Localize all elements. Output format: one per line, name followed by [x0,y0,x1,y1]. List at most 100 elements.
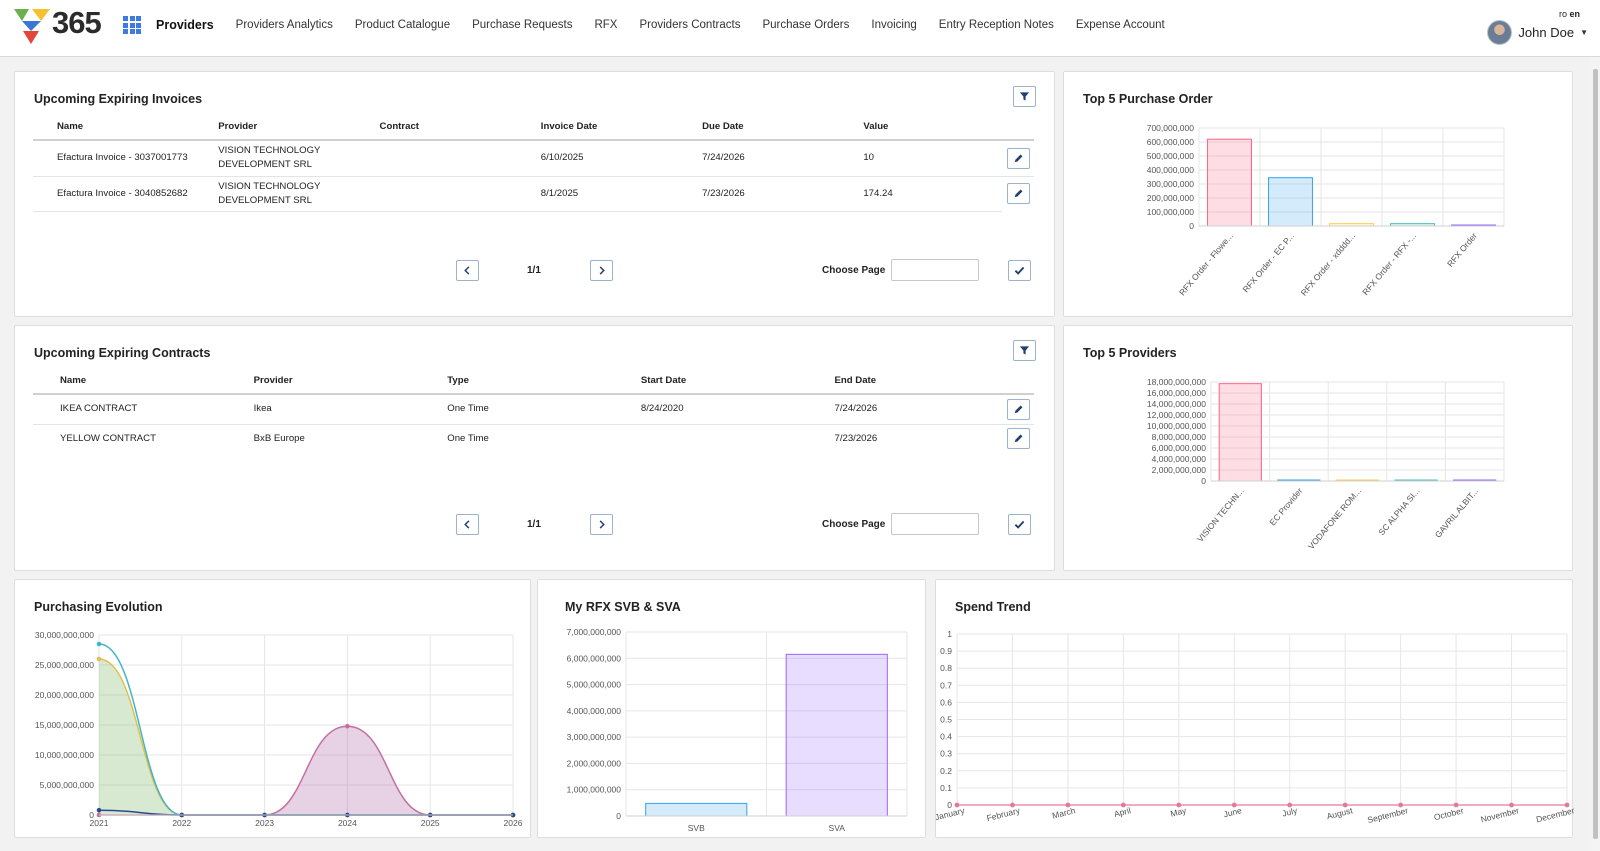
col-name[interactable]: Name [33,372,227,395]
page-number-input[interactable] [891,513,979,535]
user-name[interactable]: John Doe [1518,25,1575,40]
prev-page-button[interactable] [456,514,479,535]
logo-mark-icon [14,9,50,44]
nav-entry-reception-notes[interactable]: Entry Reception Notes [938,19,1054,31]
x-tick-label: EC Provider [1267,486,1304,528]
nav-purchase-requests[interactable]: Purchase Requests [472,19,573,31]
y-tick-label: 0 [1201,476,1206,486]
col-end-date[interactable]: End Date [807,372,1002,395]
nav-purchase-orders[interactable]: Purchase Orders [762,19,850,31]
next-page-button[interactable] [590,514,613,535]
cell-start-date: 8/24/2020 [613,394,808,425]
chevron-down-icon[interactable]: ▼ [1580,28,1588,37]
cell-type: One Time [447,432,489,444]
col-value[interactable]: Value [839,118,1002,141]
chevron-right-icon [599,520,605,529]
table-row[interactable]: YELLOW CONTRACT BxB Europe One Time 7/23… [33,424,1034,453]
cell-name: IKEA CONTRACT [33,394,227,425]
x-tick-label: GAVRIL ALBIT... [1433,486,1480,540]
go-page-button[interactable] [1008,514,1031,535]
cell-provider: VISION TECHNOLOGY DEVELOPMENT SRL [194,176,356,212]
page-number-input[interactable] [891,259,979,281]
invoices-table: Name Provider Contract Invoice Date Due … [33,118,1034,212]
table-header-row: Name Provider Contract Invoice Date Due … [33,118,1034,141]
y-tick-label: 18,000,000,000 [1147,377,1206,387]
y-tick-label: 700,000,000 [1147,123,1195,133]
y-tick-label: 2,000,000,000 [1152,465,1207,475]
x-tick-label: VODAFONE ROM... [1306,486,1363,551]
x-tick-label: June [1222,805,1243,819]
x-tick-label: July [1281,805,1299,819]
table-row[interactable]: Efactura Invoice - 3037001773 VISION TEC… [33,140,1034,177]
col-type[interactable]: Type [420,372,614,395]
lang-ro[interactable]: ro [1558,9,1567,19]
col-provider[interactable]: Provider [226,372,421,395]
nav-providers-analytics[interactable]: Providers Analytics [235,19,333,31]
filter-button[interactable] [1013,86,1036,107]
page-indicator: 1/1 [527,265,541,276]
x-tick-label: December [1535,805,1574,824]
cell-start-date [614,424,808,453]
col-start-date[interactable]: Start Date [613,372,808,395]
chart-title: Top 5 Purchase Order [1083,92,1213,106]
y-tick-label: 30,000,000,000 [35,630,94,640]
y-tick-label: 7,000,000,000 [567,627,622,637]
pencil-icon [1014,189,1023,198]
app-logo[interactable]: 365 [12,5,114,45]
avatar[interactable] [1487,20,1513,45]
table-row[interactable]: Efactura Invoice - 3040852682 VISION TEC… [33,176,1034,212]
prev-page-button[interactable] [456,260,479,281]
cell-end-date: 7/23/2026 [834,432,878,444]
edit-button[interactable] [1007,147,1030,169]
pencil-icon [1014,434,1023,443]
data-point [954,802,960,808]
edit-button[interactable] [1007,183,1030,205]
chevron-left-icon [464,266,470,275]
x-tick-label: 2024 [338,818,357,828]
data-point [1231,802,1237,808]
col-invoice-date[interactable]: Invoice Date [516,118,679,141]
bar [1218,383,1262,482]
y-tick-label: 4,000,000,000 [1152,454,1207,464]
nav-providers-contracts[interactable]: Providers Contracts [639,19,741,31]
y-tick-label: 0 [1189,221,1194,231]
page-scrollbar[interactable] [1591,57,1600,851]
user-menu[interactable]: John Doe ▼ [1487,20,1588,45]
language-switcher: ro en [1559,9,1580,19]
chart-title: My RFX SVB & SVA [565,600,681,614]
filter-button[interactable] [1013,340,1036,361]
bar [1207,138,1252,227]
rfx-svb-sva-card: My RFX SVB & SVA 7,000,000,000 6,000,000,… [537,579,926,838]
top5-purchase-order-chart: 700,000,000 600,000,000 500,000,000 400,000… [1147,123,1505,298]
data-point [96,641,102,647]
scrollbar-thumb[interactable] [1593,69,1598,839]
data-point [96,807,102,813]
nav-rfx[interactable]: RFX [594,19,618,31]
data-point [1342,802,1348,808]
apps-grid-icon[interactable] [123,16,141,34]
col-due-date[interactable]: Due Date [678,118,840,141]
table-row[interactable]: IKEA CONTRACT Ikea One Time 8/24/2020 7/… [33,394,1034,425]
x-tick-label: 2025 [421,818,440,828]
edit-button[interactable] [1007,428,1030,450]
nav-invoicing[interactable]: Invoicing [871,19,917,31]
invoices-title: Upcoming Expiring Invoices [34,92,203,106]
y-tick-label: 10,000,000,000 [35,750,94,760]
col-contract[interactable]: Contract [355,118,517,141]
next-page-button[interactable] [590,260,613,281]
cell-invoice-date: 6/10/2025 [516,140,679,177]
nav-providers[interactable]: Providers [156,18,214,32]
data-point [1176,802,1182,808]
choose-page-label: Choose Page [822,519,886,530]
y-tick-label: 2,000,000,000 [567,758,622,768]
lang-en[interactable]: en [1569,9,1580,19]
col-provider[interactable]: Provider [194,118,356,141]
nav-expense-account[interactable]: Expense Account [1075,19,1165,31]
nav-product-catalogue[interactable]: Product Catalogue [354,19,451,31]
x-tick-label: February [986,805,1022,823]
pencil-icon [1014,154,1023,162]
go-page-button[interactable] [1008,260,1031,281]
edit-button[interactable] [1007,398,1030,420]
col-name[interactable]: Name [33,118,195,141]
